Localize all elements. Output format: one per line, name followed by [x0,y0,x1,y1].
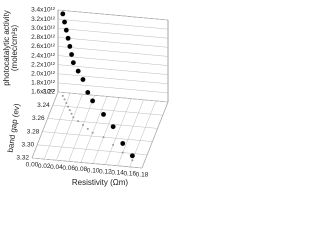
floor-projection [65,102,68,105]
x-tick-label: 0.02 [38,163,51,170]
grid-line [52,104,163,116]
floor-projection [91,131,94,134]
floor-projection [131,159,134,162]
point [68,51,75,58]
grid-line [57,27,169,39]
grid-line [31,91,59,159]
grid-line [105,98,132,165]
x-tick-label: 0.10 [87,167,100,174]
floor-projection [81,124,84,127]
z-axis-title: (molec/cm²s) [10,25,19,72]
point [70,59,77,66]
z-tick-label: 3.2x10¹² [31,16,56,23]
grid-line [80,96,108,163]
z-tick-label: 2.8x10¹² [31,34,56,41]
floor-projection [112,143,115,146]
z-tick-label: 2.0x10¹² [31,70,56,77]
floor-projection [68,109,71,112]
x-tick-label: 0.12 [99,168,112,175]
grid-line [57,73,169,85]
point [80,76,86,83]
grid-line [57,91,169,103]
floor-projection [70,112,73,115]
x-tick-label: 0.04 [50,164,63,171]
grid-line [42,131,153,142]
grid-line [31,157,143,169]
grid-line [141,101,169,169]
point [119,140,126,147]
z-tick-label: 2.4x10¹² [31,52,56,59]
grid-line [57,55,169,66]
grid-line [57,37,169,48]
grid-line [43,93,71,160]
floor-projection [86,127,89,130]
grid-line [57,82,169,94]
grid-line [68,95,95,162]
floor-projection [102,136,105,139]
point [89,98,96,104]
chart: photocatalytic activity (molec/cm²s) ban… [2,7,169,187]
y-tick-label: 3.22 [42,89,55,96]
y-tick-label: 3.24 [37,102,50,109]
point [67,43,73,50]
x-tick-label: 0.08 [75,166,88,173]
z-tick-label: 1.8x10¹² [31,80,56,87]
point [84,89,91,96]
y-tick-label: 3.28 [27,128,40,135]
point [129,152,136,159]
point [61,19,68,25]
floor-projection [61,94,64,97]
grid-line [57,9,169,21]
grid-line [57,18,169,30]
floor-projection [121,151,124,154]
z-tick-label: 3.0x10¹² [31,25,56,32]
grid-line [56,94,83,161]
y-tick-label: 3.30 [22,142,35,149]
floor-projection [63,98,66,101]
grid-line [37,144,148,156]
z-axis-title: photocatalytic activity [2,10,11,86]
grid-line [47,118,158,129]
floor-projection [67,105,70,108]
z-tick-label: 2.6x10¹² [31,43,56,50]
x-tick-label: 0.16 [123,171,136,178]
z-tick-label: 2.2x10¹² [31,61,56,68]
y-tick-label: 3.32 [16,155,29,162]
x-tick-label: 0.18 [136,172,149,179]
point [65,35,71,42]
floor-projection [72,116,75,119]
grid-line [117,99,144,166]
point [100,111,107,118]
point [110,123,116,130]
y-axis-title: band gap (ev) [6,103,22,153]
x-tick-label: 0.06 [62,165,75,172]
point [63,27,70,33]
y-tick-label: 3.26 [32,115,45,122]
x-tick-label: 0.00 [26,162,39,169]
grid-line [57,46,169,57]
grid-line [57,64,169,75]
x-tick-label: 0.14 [111,169,124,176]
x-axis-title: Resistivity (Ωm) [72,178,129,187]
floor-projection [77,120,80,123]
point [60,11,66,17]
z-tick-label: 3.4x10¹² [31,7,56,14]
grid-line [92,97,120,164]
z-tick-label: 1.6x10¹² [31,89,56,96]
point [75,68,81,74]
